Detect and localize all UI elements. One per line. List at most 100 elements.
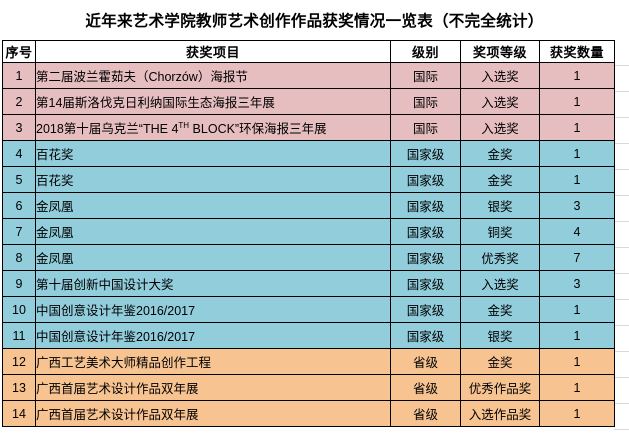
table-row[interactable]: 9 第十届创新中国设计大奖 国家级 入选奖 3	[2, 270, 615, 297]
table-row[interactable]: 14 广西首届艺术设计作品双年展 省级 入选作品奖 1	[2, 400, 615, 427]
cell-item[interactable]: 广西工艺美术大师精品创作工程	[35, 348, 391, 375]
cell-count[interactable]: 4	[539, 218, 615, 245]
table-row[interactable]: 12 广西工艺美术大师精品创作工程 省级 金奖 1	[2, 348, 615, 375]
cell-level[interactable]: 国家级	[390, 322, 461, 349]
cell-item-text-after-superscript: BLOCK”环保海报三年展	[189, 122, 327, 136]
cell-index[interactable]: 10	[2, 296, 36, 323]
cell-index[interactable]: 9	[2, 270, 36, 297]
cell-grade[interactable]: 入选作品奖	[460, 400, 540, 427]
cell-grade[interactable]: 入选奖	[460, 114, 540, 141]
cell-count[interactable]: 1	[539, 374, 615, 401]
cell-index[interactable]: 5	[2, 166, 36, 193]
cell-level[interactable]: 国家级	[390, 270, 461, 297]
column-header-grade[interactable]: 奖项等级	[460, 40, 540, 63]
cell-level[interactable]: 国家级	[390, 296, 461, 323]
cell-grade[interactable]: 金奖	[460, 166, 540, 193]
cell-item[interactable]: 金凤凰	[35, 218, 391, 245]
cell-item[interactable]: 中国创意设计年鉴2016/2017	[35, 322, 391, 349]
cell-grade[interactable]: 银奖	[460, 192, 540, 219]
column-header-item[interactable]: 获奖项目	[35, 40, 391, 63]
cell-count[interactable]: 1	[539, 348, 615, 375]
cell-item-text-before-superscript: 2018第十届乌克兰“THE 4	[36, 122, 179, 136]
cell-grade[interactable]: 优秀作品奖	[460, 374, 540, 401]
empty-gridline-gutter	[614, 40, 629, 434]
cell-level[interactable]: 国际	[390, 62, 461, 89]
cell-item[interactable]: 第十届创新中国设计大奖	[35, 270, 391, 297]
table-body: 1 第二届波兰霍茹夫（Chorzów）海报节 国际 入选奖 1 2 第14届斯洛伐克日利纳国…	[2, 62, 615, 427]
cell-grade[interactable]: 金奖	[460, 296, 540, 323]
document-title-bar: 近年来艺术学院教师艺术创作作品获奖情况一览表（不完全统计）	[0, 0, 629, 40]
cell-level[interactable]: 国家级	[390, 166, 461, 193]
cell-item[interactable]: 2018第十届乌克兰“THE 4TH BLOCK”环保海报三年展	[35, 114, 391, 141]
cell-level[interactable]: 国际	[390, 88, 461, 115]
column-header-count[interactable]: 获奖数量	[539, 40, 615, 63]
cell-count[interactable]: 1	[539, 114, 615, 141]
cell-level[interactable]: 国家级	[390, 218, 461, 245]
cell-item[interactable]: 广西首届艺术设计作品双年展	[35, 374, 391, 401]
cell-grade[interactable]: 入选奖	[460, 270, 540, 297]
table-row[interactable]: 13 广西首届艺术设计作品双年展 省级 优秀作品奖 1	[2, 374, 615, 401]
awards-table: 序号 获奖项目 级别 奖项等级 获奖数量 1 第二届波兰霍茹夫（Chorzów）海…	[2, 40, 615, 427]
cell-index[interactable]: 1	[2, 62, 36, 89]
cell-item[interactable]: 金凤凰	[35, 244, 391, 271]
cell-level[interactable]: 省级	[390, 374, 461, 401]
table-row[interactable]: 4 百花奖 国家级 金奖 1	[2, 140, 615, 167]
table-row[interactable]: 10 中国创意设计年鉴2016/2017 国家级 金奖 1	[2, 296, 615, 323]
table-row[interactable]: 7 金凤凰 国家级 铜奖 4	[2, 218, 615, 245]
table-row[interactable]: 2 第14届斯洛伐克日利纳国际生态海报三年展 国际 入选奖 1	[2, 88, 615, 115]
cell-count[interactable]: 1	[539, 400, 615, 427]
cell-item[interactable]: 金凤凰	[35, 192, 391, 219]
cell-count[interactable]: 1	[539, 166, 615, 193]
cell-grade[interactable]: 入选奖	[460, 62, 540, 89]
cell-index[interactable]: 8	[2, 244, 36, 271]
cell-grade[interactable]: 优秀奖	[460, 244, 540, 271]
cell-index[interactable]: 11	[2, 322, 36, 349]
cell-item[interactable]: 中国创意设计年鉴2016/2017	[35, 296, 391, 323]
cell-item[interactable]: 百花奖	[35, 140, 391, 167]
cell-index[interactable]: 13	[2, 374, 36, 401]
cell-count[interactable]: 3	[539, 270, 615, 297]
cell-index[interactable]: 12	[2, 348, 36, 375]
ordinal-superscript: TH	[178, 120, 190, 130]
cell-index[interactable]: 4	[2, 140, 36, 167]
cell-grade[interactable]: 金奖	[460, 140, 540, 167]
cell-level[interactable]: 省级	[390, 400, 461, 427]
table-row[interactable]: 8 金凤凰 国家级 优秀奖 7	[2, 244, 615, 271]
cell-count[interactable]: 1	[539, 88, 615, 115]
table-row[interactable]: 3 2018第十届乌克兰“THE 4TH BLOCK”环保海报三年展 国际 入选奖 1	[2, 114, 615, 141]
cell-level[interactable]: 省级	[390, 348, 461, 375]
cell-index[interactable]: 14	[2, 400, 36, 427]
cell-grade[interactable]: 银奖	[460, 322, 540, 349]
cell-level[interactable]: 国家级	[390, 140, 461, 167]
cell-level[interactable]: 国家级	[390, 244, 461, 271]
table-row[interactable]: 11 中国创意设计年鉴2016/2017 国家级 银奖 1	[2, 322, 615, 349]
table-row[interactable]: 1 第二届波兰霍茹夫（Chorzów）海报节 国际 入选奖 1	[2, 62, 615, 89]
cell-count[interactable]: 3	[539, 192, 615, 219]
cell-index[interactable]: 6	[2, 192, 36, 219]
cell-grade[interactable]: 入选奖	[460, 88, 540, 115]
cell-index[interactable]: 7	[2, 218, 36, 245]
cell-count[interactable]: 1	[539, 322, 615, 349]
cell-count[interactable]: 7	[539, 244, 615, 271]
header-row: 序号 获奖项目 级别 奖项等级 获奖数量	[2, 40, 615, 63]
cell-count[interactable]: 1	[539, 62, 615, 89]
page-title: 近年来艺术学院教师艺术创作作品获奖情况一览表（不完全统计）	[85, 11, 544, 30]
cell-level[interactable]: 国际	[390, 114, 461, 141]
table-row[interactable]: 6 金凤凰 国家级 银奖 3	[2, 192, 615, 219]
cell-level[interactable]: 国家级	[390, 192, 461, 219]
cell-item[interactable]: 广西首届艺术设计作品双年展	[35, 400, 391, 427]
table-row[interactable]: 5 百花奖 国家级 金奖 1	[2, 166, 615, 193]
cell-item[interactable]: 第二届波兰霍茹夫（Chorzów）海报节	[35, 62, 391, 89]
cell-item[interactable]: 第14届斯洛伐克日利纳国际生态海报三年展	[35, 88, 391, 115]
cell-grade[interactable]: 铜奖	[460, 218, 540, 245]
cell-index[interactable]: 3	[2, 114, 36, 141]
column-header-level[interactable]: 级别	[390, 40, 461, 63]
cell-index[interactable]: 2	[2, 88, 36, 115]
cell-count[interactable]: 1	[539, 296, 615, 323]
cell-item[interactable]: 百花奖	[35, 166, 391, 193]
cell-grade[interactable]: 金奖	[460, 348, 540, 375]
column-header-index[interactable]: 序号	[2, 40, 36, 63]
cell-count[interactable]: 1	[539, 140, 615, 167]
table-header: 序号 获奖项目 级别 奖项等级 获奖数量	[2, 40, 615, 63]
